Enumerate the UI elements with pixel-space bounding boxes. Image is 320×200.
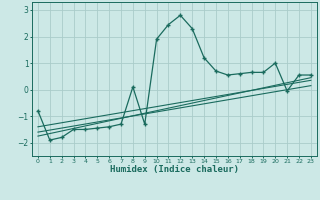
X-axis label: Humidex (Indice chaleur): Humidex (Indice chaleur) [110,165,239,174]
